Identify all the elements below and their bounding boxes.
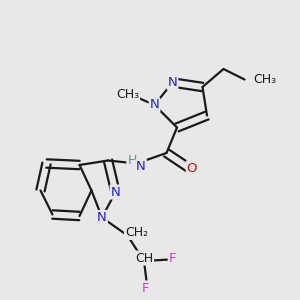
Text: O: O	[187, 161, 197, 175]
Text: N: N	[150, 98, 159, 112]
Text: CH₃: CH₃	[254, 73, 277, 86]
Text: CH₂: CH₂	[125, 226, 148, 239]
Text: N: N	[97, 211, 107, 224]
Text: CH₃: CH₃	[116, 88, 139, 101]
Text: N: N	[136, 160, 146, 173]
Text: F: F	[169, 251, 176, 265]
Text: CH: CH	[135, 251, 153, 265]
Text: N: N	[111, 185, 120, 199]
Text: N: N	[168, 76, 177, 89]
Text: F: F	[142, 281, 149, 295]
Text: H: H	[127, 154, 137, 167]
